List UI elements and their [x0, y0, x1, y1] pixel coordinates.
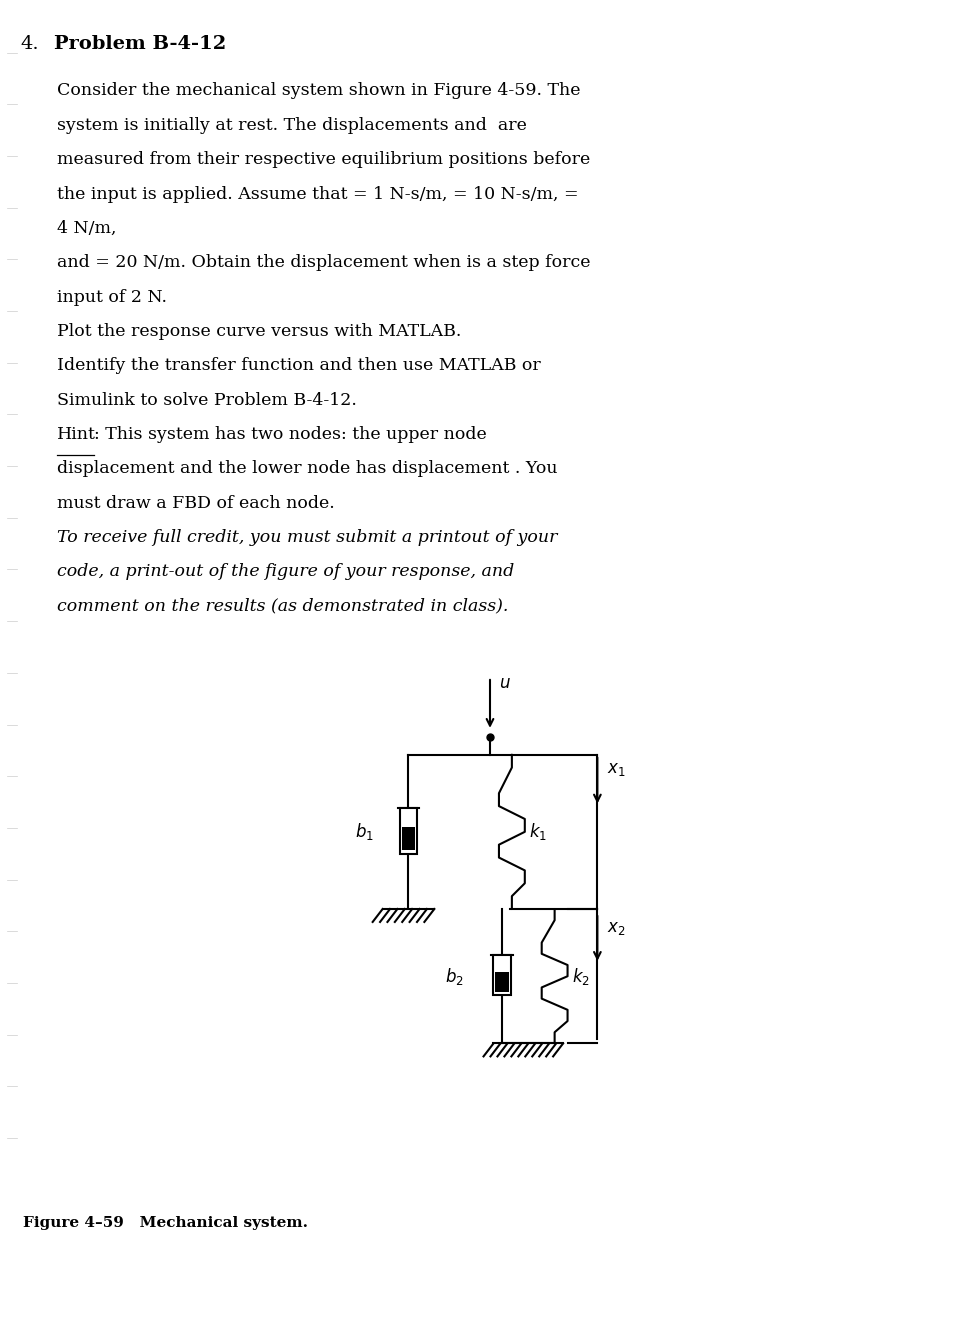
Text: : This system has two nodes: the upper node: : This system has two nodes: the upper n…	[94, 426, 487, 444]
Text: $u$: $u$	[499, 675, 511, 691]
Text: code, a print-out of the figure of your response, and: code, a print-out of the figure of your …	[58, 563, 514, 580]
Text: Plot the response curve versus with MATLAB.: Plot the response curve versus with MATL…	[58, 323, 462, 340]
Text: system is initially at rest. The displacements and  are: system is initially at rest. The displac…	[58, 117, 527, 134]
Text: $b_2$: $b_2$	[445, 966, 465, 986]
Text: Problem B-4-12: Problem B-4-12	[55, 35, 226, 52]
Text: $k_2$: $k_2$	[571, 966, 589, 986]
Text: To receive full credit, you must submit a printout of your: To receive full credit, you must submit …	[58, 529, 558, 547]
Text: input of 2 N.: input of 2 N.	[58, 288, 168, 306]
Bar	[493, 955, 511, 996]
Text: measured from their respective equilibrium positions before: measured from their respective equilibri…	[58, 151, 591, 168]
Text: 4.: 4.	[21, 35, 39, 52]
Text: displacement and the lower node has displacement . You: displacement and the lower node has disp…	[58, 461, 558, 477]
Text: 4 N/m,: 4 N/m,	[58, 220, 117, 237]
Text: $x_1$: $x_1$	[608, 761, 626, 779]
Text: Hint: Hint	[58, 426, 96, 444]
Text: Consider the mechanical system shown in Figure 4-59. The: Consider the mechanical system shown in …	[58, 83, 581, 99]
Text: $b_1$: $b_1$	[355, 821, 373, 843]
Text: Simulink to solve Problem B-4-12.: Simulink to solve Problem B-4-12.	[58, 391, 358, 409]
Text: and = 20 N/m. Obtain the displacement when is a step force: and = 20 N/m. Obtain the displacement wh…	[58, 255, 591, 271]
Bar	[402, 827, 416, 850]
Text: Identify the transfer function and then use MATLAB or: Identify the transfer function and then …	[58, 358, 541, 374]
Text: the input is applied. Assume that = 1 N-s/m, = 10 N-s/m, =: the input is applied. Assume that = 1 N-…	[58, 185, 579, 202]
Text: comment on the results (as demonstrated in class).: comment on the results (as demonstrated …	[58, 598, 509, 615]
Text: must draw a FBD of each node.: must draw a FBD of each node.	[58, 494, 335, 512]
Bar	[400, 808, 417, 854]
Text: Figure 4–59   Mechanical system.: Figure 4–59 Mechanical system.	[23, 1215, 308, 1230]
Text: $k_1$: $k_1$	[529, 821, 547, 843]
Text: $x_2$: $x_2$	[608, 921, 626, 938]
Bar	[495, 972, 509, 992]
